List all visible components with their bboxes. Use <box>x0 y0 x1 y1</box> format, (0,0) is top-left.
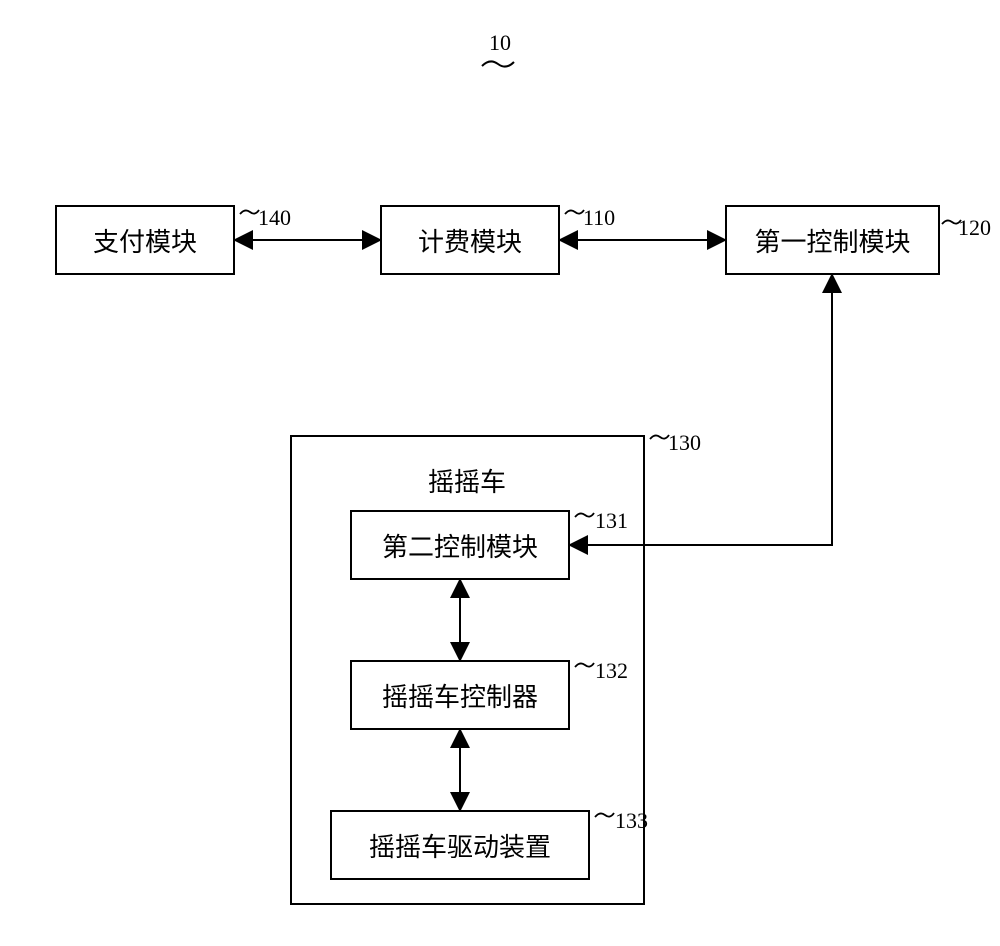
payment-ref-tilde <box>238 207 260 217</box>
header-tilde <box>480 58 516 70</box>
rocking-controller-label: 摇摇车控制器 <box>382 677 538 714</box>
payment-module-box: 支付模块 <box>55 205 235 275</box>
first-control-module-label: 第一控制模块 <box>754 222 910 259</box>
second-control-ref-tilde <box>573 510 595 520</box>
rocking-drive-box: 摇摇车驱动装置 <box>330 810 590 880</box>
billing-module-ref: 110 <box>583 205 615 231</box>
rocking-car-title: 摇摇车 <box>428 462 506 499</box>
header-label: 10 <box>489 30 511 56</box>
rocking-controller-box: 摇摇车控制器 <box>350 660 570 730</box>
first-control-module-box: 第一控制模块 <box>725 205 940 275</box>
payment-module-label: 支付模块 <box>93 222 197 259</box>
second-control-module-label: 第二控制模块 <box>382 527 538 564</box>
rocking-car-ref: 130 <box>668 430 701 456</box>
rocking-drive-ref-tilde <box>593 810 615 820</box>
rocking-controller-ref: 132 <box>595 658 628 684</box>
rocking-car-ref-tilde <box>648 432 670 442</box>
billing-module-box: 计费模块 <box>380 205 560 275</box>
payment-module-ref: 140 <box>258 205 291 231</box>
rocking-drive-label: 摇摇车驱动装置 <box>369 827 551 864</box>
second-control-module-ref: 131 <box>595 508 628 534</box>
first-control-ref-tilde <box>940 217 962 227</box>
diagram-canvas: 10 支付模块 140 计费模块 110 第一控制模块 120 摇摇车 130 … <box>0 0 1000 946</box>
rocking-controller-ref-tilde <box>573 660 595 670</box>
first-control-module-ref: 120 <box>958 215 991 241</box>
second-control-module-box: 第二控制模块 <box>350 510 570 580</box>
rocking-drive-ref: 133 <box>615 808 648 834</box>
billing-ref-tilde <box>563 207 585 217</box>
billing-module-label: 计费模块 <box>418 222 522 259</box>
